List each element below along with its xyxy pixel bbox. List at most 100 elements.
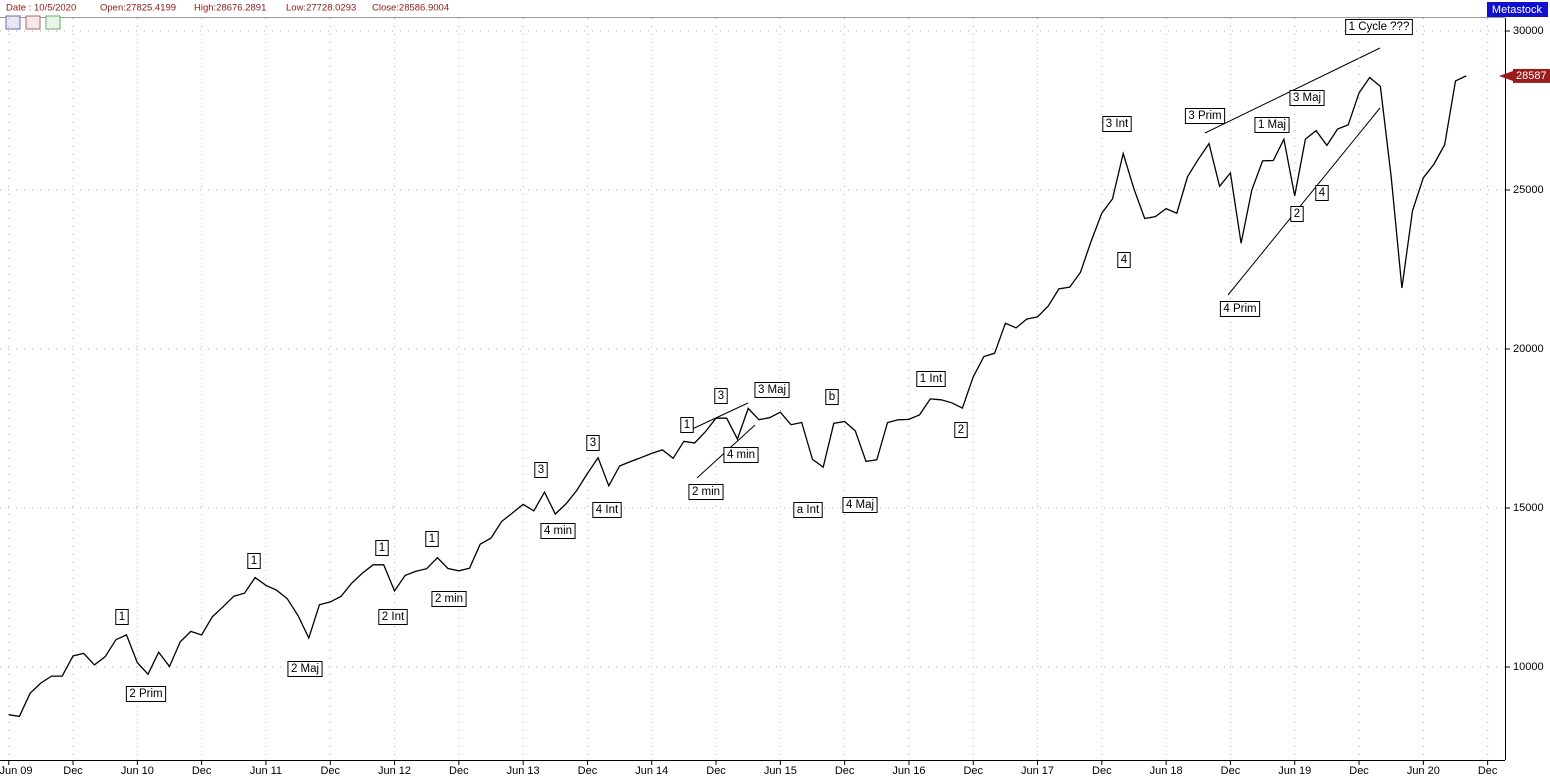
x-tick-label: Jun 12: [378, 765, 411, 777]
wave-label-box: [714, 388, 728, 404]
x-tick-label: Jun 10: [121, 765, 154, 777]
wave-label: 2 Maj: [287, 661, 323, 677]
wave-label-box: [1289, 90, 1325, 106]
wave-label-box: [1102, 116, 1132, 132]
wave-label-box: [688, 484, 724, 500]
wave-label: 2: [1290, 206, 1304, 222]
wave-label: 1: [115, 609, 129, 625]
wave-label-box: [723, 447, 759, 463]
wave-label-text: 3: [590, 437, 596, 449]
wave-label-box: [378, 609, 408, 625]
toolbar-icons[interactable]: [5, 15, 61, 30]
wave-label-text: 4 Int: [596, 504, 619, 516]
wave-label: 2: [954, 422, 968, 438]
wave-label-text: 3 Prim: [1188, 110, 1221, 122]
wave-label: 2 Int: [378, 609, 408, 625]
wave-label: 4: [1117, 252, 1131, 268]
wave-label-box: [1254, 117, 1290, 133]
wave-label: 1: [425, 531, 439, 547]
wave-label-text: 2 Prim: [129, 688, 162, 700]
x-tick-label: Dec: [578, 765, 598, 777]
wave-label: 1: [680, 417, 694, 433]
brand: Metastock: [1492, 4, 1543, 16]
wave-label-text: 1: [429, 533, 435, 545]
wave-label-text: 4 min: [727, 449, 755, 461]
wave-label-box: [1290, 206, 1304, 222]
wave-label-text: 2 min: [692, 486, 720, 498]
x-tick-label: Dec: [320, 765, 340, 777]
wave-label-box: [375, 540, 389, 556]
wave-label-box: [247, 553, 261, 569]
x-tick-label: Dec: [63, 765, 83, 777]
x-tick-label: Jun 14: [635, 765, 668, 777]
wave-label: 3 Int: [1102, 116, 1132, 132]
wave-label-text: 4 Maj: [846, 499, 874, 511]
wave-label-text: b: [829, 391, 835, 403]
y-tick-label: 15000: [1513, 502, 1544, 514]
trend-line: [1227, 107, 1381, 296]
wave-label-text: 1: [119, 611, 125, 623]
wave-label-box: [586, 435, 600, 451]
y-tick-label: 10000: [1513, 661, 1544, 673]
wave-label: 4: [1315, 185, 1329, 201]
x-tick-label: Jun 18: [1150, 765, 1183, 777]
header-field: Open:27825.4199: [100, 3, 176, 14]
y-tick-label: 25000: [1513, 184, 1544, 196]
header-field: Date : 10/5/2020: [6, 3, 76, 14]
last-price-label: 28587: [1516, 70, 1547, 82]
wave-label-box: [954, 422, 968, 438]
wave-label-box: [115, 609, 129, 625]
wave-label: 4 Maj: [842, 497, 878, 513]
wave-label-text: 2: [1294, 208, 1300, 220]
wave-label-box: [916, 371, 946, 387]
wave-label-box: [431, 591, 467, 607]
wave-label: 3 Maj: [1289, 90, 1325, 106]
wave-label-text: 2 min: [435, 593, 463, 605]
x-tick-label: Jun 20: [1407, 765, 1440, 777]
price-line: [8, 75, 1467, 718]
wave-label-text: 4: [1319, 187, 1326, 199]
wave-label: 1: [375, 540, 389, 556]
wave-label: 3 Maj: [754, 382, 790, 398]
wave-label-box: [534, 462, 548, 478]
wave-label-text: 3: [538, 464, 544, 476]
wave-label-text: 3: [718, 390, 724, 402]
wave-label-box: [540, 523, 576, 539]
wave-label-text: 3 Maj: [1293, 92, 1321, 104]
header-field: Close:28586.9004: [372, 3, 449, 14]
wave-label-box: [425, 531, 439, 547]
wave-label: 3: [534, 462, 548, 478]
wave-label-box: [1117, 252, 1131, 268]
wave-label-text: 1: [379, 542, 385, 554]
wave-label-text: 1: [251, 555, 257, 567]
wave-label-text: 2: [958, 424, 964, 436]
wave-label: 2 min: [431, 591, 467, 607]
x-tick-label: Dec: [1092, 765, 1112, 777]
x-tick-label: Dec: [449, 765, 469, 777]
wave-label: 1: [247, 553, 261, 569]
wave-label-box: [1184, 108, 1226, 124]
y-tick-label: 30000: [1513, 25, 1544, 37]
wave-label: 1 Maj: [1254, 117, 1290, 133]
wave-label-text: 3 Maj: [758, 384, 786, 396]
x-tick-label: Dec: [1349, 765, 1369, 777]
icon[interactable]: [25, 15, 41, 30]
x-tick-label: Jun 13: [507, 765, 540, 777]
x-tick-label: Jun 09: [0, 765, 33, 777]
x-tick-label: Dec: [1478, 765, 1498, 777]
wave-label-box: [592, 502, 622, 518]
x-tick-label: Dec: [835, 765, 855, 777]
wave-label-text: 4: [1121, 254, 1128, 266]
icon[interactable]: [45, 15, 61, 30]
wave-label-text: 1 Cycle ???: [1349, 21, 1410, 33]
x-tick-label: Jun 15: [764, 765, 797, 777]
x-tick-label: Dec: [963, 765, 983, 777]
wave-label: 4 min: [723, 447, 759, 463]
icon[interactable]: [5, 15, 21, 30]
wave-label: a Int: [793, 502, 823, 518]
trend-line: [689, 402, 749, 431]
x-tick-label: Dec: [706, 765, 726, 777]
x-tick-label: Jun 17: [1021, 765, 1054, 777]
